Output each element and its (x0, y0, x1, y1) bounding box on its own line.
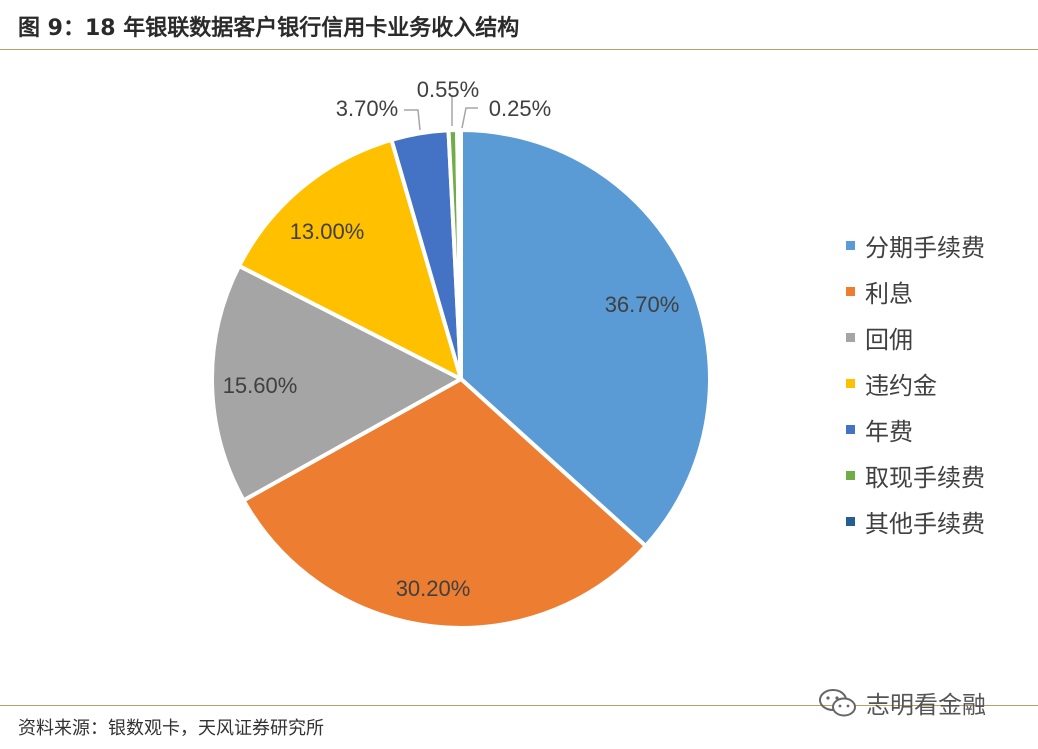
legend-item-5: 年费 (846, 406, 985, 452)
pie-slice-4 (237, 137, 463, 381)
data-label-4: 13.00% (290, 219, 365, 244)
leader-lines (404, 97, 478, 131)
title-divider (0, 49, 1038, 50)
source-divider (0, 705, 1038, 706)
watermark: 志明看金融 (818, 685, 986, 720)
legend-label: 分期手续费 (865, 233, 985, 262)
legend: 分期手续费利息回佣违约金年费取现手续费其他手续费 (846, 222, 985, 544)
pie-slices (210, 127, 712, 630)
legend-swatch (846, 286, 855, 296)
data-label-2: 30.20% (396, 576, 471, 601)
data-label-6: 0.55% (417, 77, 479, 102)
legend-label: 违约金 (865, 371, 937, 400)
pie-slice-3 (210, 263, 463, 503)
legend-item-2: 利息 (846, 268, 985, 314)
source-note: 资料来源：银数观卡，天风证券研究所 (18, 718, 324, 739)
pie-chart: 36.70% 30.20% 15.60% 13.00% 3.70% 0.55% 0.25% (210, 77, 712, 630)
wechat-icon (819, 688, 856, 716)
legend-label: 回佣 (865, 325, 913, 354)
legend-swatch (846, 378, 855, 388)
data-label-5: 3.70% (336, 96, 398, 121)
legend-label: 年费 (865, 417, 913, 446)
legend-item-6: 取现手续费 (846, 452, 985, 498)
legend-swatch (846, 470, 855, 480)
legend-item-1: 分期手续费 (846, 222, 985, 268)
data-label-1: 36.70% (605, 292, 680, 317)
legend-label: 其他手续费 (865, 509, 985, 538)
watermark-text: 志明看金融 (866, 691, 986, 719)
legend-swatch (846, 424, 855, 434)
legend-item-7: 其他手续费 (846, 498, 985, 544)
legend-swatch (846, 516, 855, 526)
data-label-3: 15.60% (223, 373, 298, 398)
legend-swatch (846, 240, 855, 250)
legend-item-4: 违约金 (846, 360, 985, 406)
data-label-7: 0.25% (489, 96, 551, 121)
pie-slice-2 (241, 377, 648, 630)
leader-line-5 (404, 109, 421, 131)
pie-slice-7 (455, 127, 463, 381)
figure-title: 图 9：18 年银联数据客户银行信用卡业务收入结构 (18, 16, 520, 41)
leader-line-7 (461, 107, 478, 129)
legend-swatch (846, 332, 855, 342)
data-labels: 36.70% 30.20% 15.60% 13.00% 3.70% 0.55% 0.25% (223, 77, 680, 601)
legend-label: 取现手续费 (865, 463, 985, 492)
pie-slice-1 (459, 128, 712, 548)
legend-label: 利息 (865, 279, 913, 308)
legend-item-3: 回佣 (846, 314, 985, 360)
